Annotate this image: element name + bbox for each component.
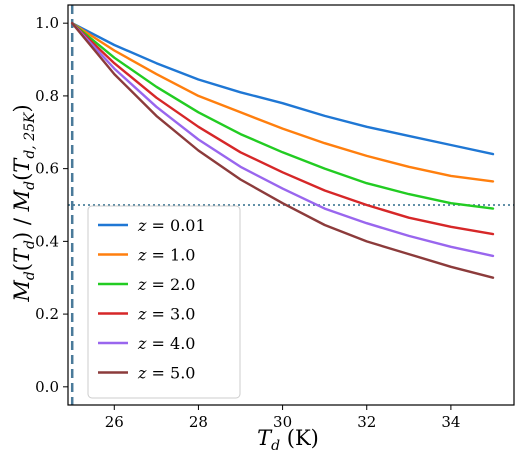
- y-tick-label: 0.2: [35, 305, 59, 323]
- legend-label-5: z = 4.0: [137, 334, 195, 353]
- y-tick-label: 1.0: [35, 14, 59, 32]
- series-line-6: [71, 22, 495, 279]
- plot-frame: [67, 4, 515, 406]
- series-line-5: [71, 22, 495, 258]
- y-tick-label: 0.6: [35, 160, 59, 178]
- legend-label-2: z = 1.0: [137, 246, 195, 265]
- x-tick-label: 26: [105, 413, 124, 431]
- y-tick-label: 0.4: [35, 232, 59, 250]
- series-line-3: [71, 22, 495, 210]
- x-tick-label: 34: [441, 413, 460, 431]
- x-tick-label: 28: [189, 413, 208, 431]
- y-tick-label: 0.8: [35, 87, 59, 105]
- x-tick-label: 30: [273, 413, 292, 431]
- y-axis-ticks: 0.0 0.2 0.4 0.6 0.8 1.0: [35, 14, 68, 396]
- series-line-4: [71, 22, 495, 236]
- legend: z = 0.01 z = 1.0 z = 2.0 z = 3.0 z = 4.0 z = …: [87, 205, 241, 399]
- y-axis-label: Md(Td) / Md(Td, 25K): [10, 104, 38, 302]
- x-axis-label: Td (K): [257, 426, 319, 454]
- legend-label-3: z = 2.0: [137, 275, 195, 294]
- reference-lines: [68, 5, 514, 405]
- legend-label-4: z = 3.0: [137, 305, 195, 324]
- x-axis-ticks: 26 28 30 32 34: [105, 405, 460, 431]
- legend-label-6: z = 5.0: [137, 364, 195, 383]
- y-tick-label: 0.0: [35, 378, 59, 396]
- x-tick-label: 32: [357, 413, 376, 431]
- series-lines: [71, 22, 495, 279]
- series-line-1: [71, 22, 495, 156]
- series-line-2: [71, 22, 495, 183]
- legend-label-1: z = 0.01: [137, 216, 206, 235]
